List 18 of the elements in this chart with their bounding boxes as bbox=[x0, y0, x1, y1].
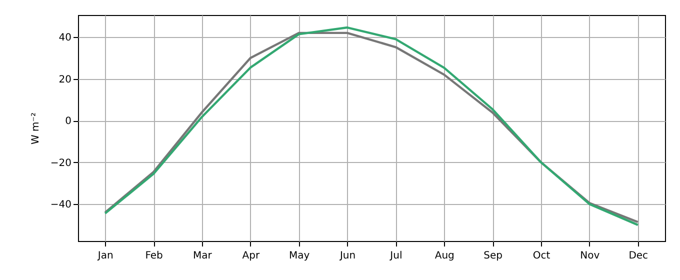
x-tick-label: Dec bbox=[628, 250, 648, 262]
y-tick-label: 0 bbox=[65, 116, 72, 128]
y-tick-label: 20 bbox=[58, 74, 72, 86]
x-tick-label: Oct bbox=[532, 250, 550, 262]
x-tick-label: Jun bbox=[338, 250, 356, 262]
x-tick-label: Nov bbox=[580, 250, 600, 262]
x-tick-label: Sep bbox=[484, 250, 503, 262]
x-tick-label: Mar bbox=[193, 250, 213, 262]
y-tick-label: 40 bbox=[58, 32, 72, 44]
x-tick-label: May bbox=[289, 250, 310, 262]
y-tick-label: −40 bbox=[50, 200, 72, 211]
x-tick-label: Jul bbox=[389, 250, 402, 262]
x-tick-label: Jan bbox=[96, 250, 114, 262]
y-tick-label: −20 bbox=[50, 158, 72, 169]
x-tick-label: Apr bbox=[242, 250, 260, 262]
x-tick-label: Feb bbox=[145, 250, 163, 262]
x-tick-label: Aug bbox=[434, 250, 454, 262]
y-axis-title: W m⁻² bbox=[30, 112, 42, 145]
